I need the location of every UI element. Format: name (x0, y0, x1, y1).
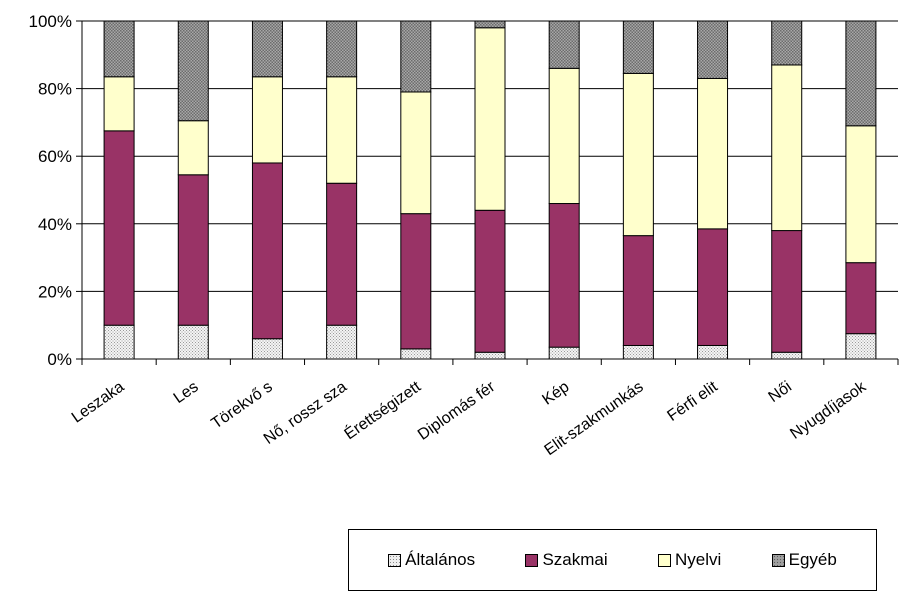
bar-segment-nyelvi (474, 27, 506, 211)
x-tick-label: Törekvő s (208, 378, 275, 432)
bar-segment-szakmai (548, 203, 580, 348)
bar-segment-általános (548, 346, 580, 360)
bar-segment-nyelvi (622, 72, 654, 237)
y-tick-label: 80% (38, 80, 72, 99)
bar-segment-egyéb (548, 20, 580, 69)
bar-segment-szakmai (845, 262, 877, 335)
y-tick-label: 60% (38, 147, 72, 166)
bar-segment-általános (622, 344, 654, 360)
bar-segment-általános (177, 324, 209, 360)
bar-segment-nyelvi (697, 77, 729, 230)
y-tick-label: 100% (29, 12, 72, 31)
bar-segment-szakmai (771, 230, 803, 353)
bar-segment-általános (103, 324, 135, 360)
legend-label-szakmai: Szakmai (542, 550, 608, 569)
legend-label-egyeb: Egyéb (788, 550, 837, 569)
bar-segment-nyelvi (771, 64, 803, 232)
bar-segment-nyelvi (251, 76, 283, 164)
bar-segment-egyéb (251, 20, 283, 78)
y-tick-label: 0% (47, 350, 72, 369)
bar-segment-egyéb (326, 20, 358, 78)
stacked-bar-chart: 0%20%40%60%80%100% Leszaka Les Törekvő sNő… (29, 12, 899, 459)
legend-label-altalanos: Általános (405, 550, 476, 569)
bar-segment-általános (474, 351, 506, 360)
bar-segment-általános (771, 351, 803, 360)
bar-segment-szakmai (251, 162, 283, 340)
legend-swatch-altalanos (388, 553, 402, 567)
bar-segment-szakmai (474, 209, 506, 353)
bar-segment-egyéb (177, 20, 209, 122)
x-tick-label: Női (766, 378, 795, 406)
x-tick-labels: Leszaka Les Törekvő sNő, rossz szaÉrettség… (69, 376, 870, 459)
x-tick-label: Nyugdíjasok (787, 378, 870, 443)
bar-segment-egyéb (845, 20, 877, 127)
bar-segment-szakmai (400, 213, 432, 350)
legend-label-nyelvi: Nyelvi (674, 550, 722, 569)
bar-segment-általános (326, 324, 358, 360)
x-tick-label: Diplomás fér (415, 378, 499, 444)
bar-segment-egyéb (697, 20, 729, 79)
bar-segment-általános (251, 338, 283, 360)
y-tick-label: 20% (38, 282, 72, 301)
axes (76, 20, 899, 365)
bar-segment-nyelvi (103, 76, 135, 132)
x-tick-label: Férfi elit (664, 378, 721, 425)
bar-segment-egyéb (400, 20, 432, 93)
bar-segment-nyelvi (845, 125, 877, 264)
bar-segment-szakmai (177, 174, 209, 326)
x-tick-label: Nő, rossz sza (261, 378, 350, 448)
bar-segment-nyelvi (326, 76, 358, 184)
y-tick-label: 40% (38, 215, 72, 234)
x-tick-label: Kép (539, 378, 572, 408)
legend-item-altalanos: Általános (388, 550, 475, 570)
x-tick-label: Érettségizett (340, 376, 424, 443)
bar-segment-nyelvi (177, 120, 209, 176)
bar-segment-szakmai (103, 130, 135, 326)
bars (103, 20, 877, 360)
bar-segment-nyelvi (400, 91, 432, 215)
bar-segment-egyéb (103, 20, 135, 78)
legend-item-egyeb: Egyéb (771, 550, 837, 570)
bar-segment-egyéb (622, 20, 654, 74)
bar-segment-egyéb (771, 20, 803, 66)
x-tick-label: Leszaka (69, 378, 128, 426)
bar-segment-általános (697, 344, 729, 360)
bar-segment-szakmai (697, 228, 729, 346)
legend-item-nyelvi: Nyelvi (657, 550, 722, 570)
bar-segment-szakmai (326, 182, 358, 326)
legend: Általános Szakmai Nyelvi Egyéb (348, 529, 877, 591)
x-tick-label: Les (171, 378, 202, 407)
bar-segment-nyelvi (548, 67, 580, 205)
legend-swatch-nyelvi (657, 553, 671, 567)
legend-swatch-szakmai (525, 553, 539, 567)
bar-segment-szakmai (622, 235, 654, 346)
bar-segment-általános (400, 348, 432, 360)
bar-segment-egyéb (474, 20, 506, 29)
legend-swatch-egyeb (771, 553, 785, 567)
y-tick-labels: 0% 20% 40% 60% 80% 100% (29, 12, 72, 369)
bar-segment-általános (845, 333, 877, 360)
legend-item-szakmai: Szakmai (525, 550, 608, 570)
